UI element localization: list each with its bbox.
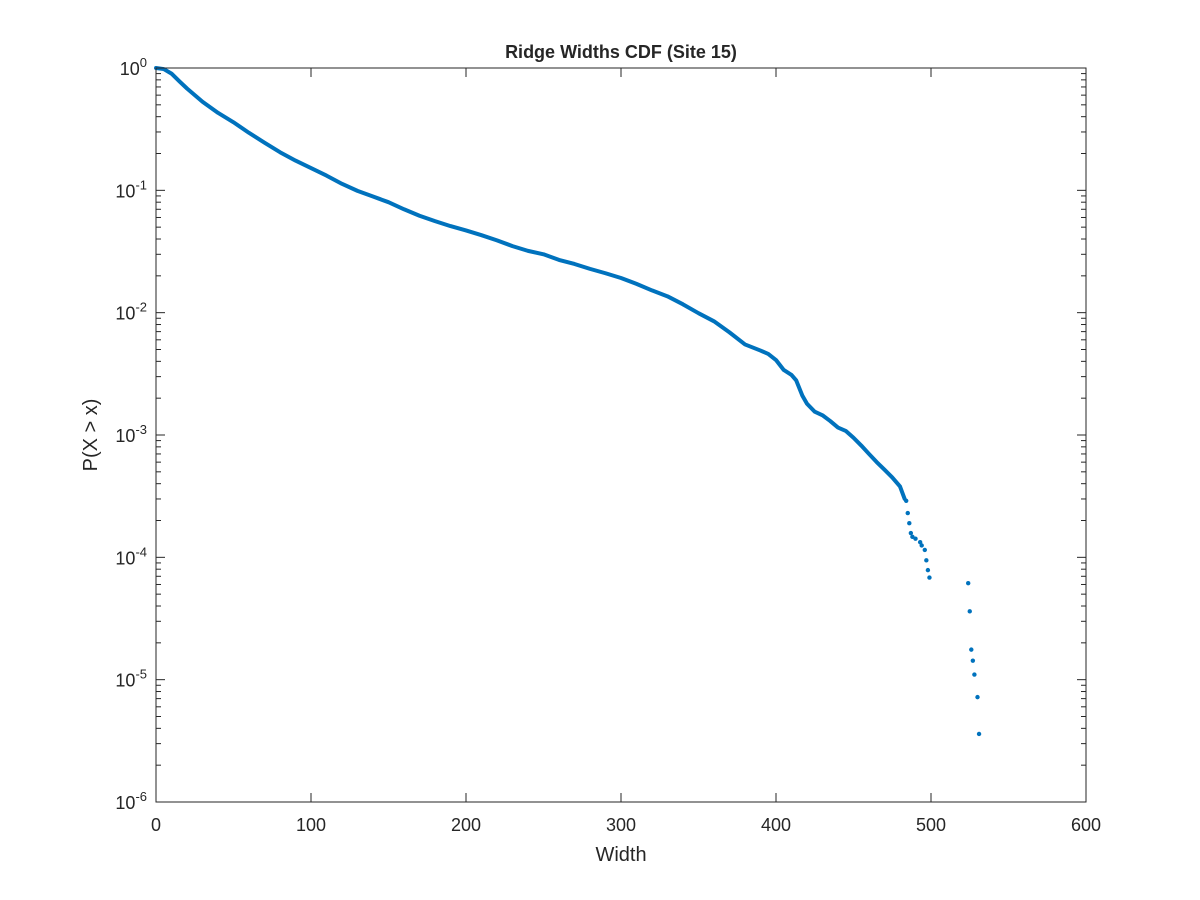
- data-point: [924, 558, 929, 563]
- data-point: [975, 694, 980, 700]
- y-tick-label: 100: [120, 55, 147, 79]
- data-point: [907, 521, 912, 526]
- y-tick-base: 10: [115, 671, 135, 691]
- chart-title: Ridge Widths CDF (Site 15): [505, 42, 737, 62]
- x-tick-label: 300: [606, 815, 636, 835]
- y-tick-base: 10: [115, 793, 135, 813]
- x-axis-label: Width: [595, 844, 646, 866]
- data-point: [904, 498, 909, 503]
- data-point: [966, 580, 971, 586]
- x-tick-label: 400: [761, 815, 791, 835]
- data-point: [967, 609, 972, 614]
- y-tick-exponent: -1: [135, 177, 147, 192]
- data-point: [919, 543, 924, 548]
- y-tick-exponent: 0: [140, 55, 147, 70]
- axes-box: [155, 67, 1087, 803]
- data-point: [917, 539, 923, 545]
- y-tick-label: 10-5: [115, 667, 147, 691]
- data-point: [927, 575, 932, 580]
- y-tick-label: 10-1: [115, 177, 147, 201]
- y-tick-exponent: -2: [135, 300, 147, 315]
- y-tick-exponent: -6: [135, 789, 147, 804]
- data-point: [905, 510, 910, 516]
- y-tick-exponent: -3: [135, 422, 147, 437]
- x-tick-label: 0: [151, 815, 161, 835]
- plot-area: [156, 68, 1086, 802]
- data-layer: [154, 66, 982, 737]
- series-dense-curve: [154, 66, 907, 501]
- y-tick-base: 10: [120, 59, 140, 79]
- x-tick-label: 500: [916, 815, 946, 835]
- y-tick-label: 10-3: [115, 422, 147, 446]
- data-point: [925, 567, 931, 573]
- y-tick-exponent: -5: [135, 667, 147, 682]
- y-tick-label: 10-4: [115, 544, 147, 568]
- data-point: [908, 530, 914, 536]
- y-axis-label: P(X > x): [80, 399, 102, 472]
- x-tick-label: 600: [1071, 815, 1101, 835]
- data-point: [969, 647, 974, 652]
- data-point: [922, 547, 927, 553]
- y-tick-exponent: -4: [135, 544, 147, 559]
- y-tick-base: 10: [115, 181, 135, 201]
- data-point: [913, 536, 918, 541]
- y-tick-label: 10-6: [115, 789, 147, 813]
- data-point: [970, 658, 976, 663]
- axes-layer: 0 100 200 300 400 500 60010-610-510-410-310-21…: [115, 55, 1101, 835]
- y-tick-base: 10: [115, 548, 135, 568]
- y-tick-label: 10-2: [115, 300, 147, 324]
- y-tick-base: 10: [115, 304, 135, 324]
- x-tick-label: 200: [451, 815, 481, 835]
- data-point: [972, 672, 977, 677]
- y-tick-base: 10: [115, 426, 135, 446]
- data-point: [976, 731, 982, 737]
- x-tick-label: 100: [296, 815, 326, 835]
